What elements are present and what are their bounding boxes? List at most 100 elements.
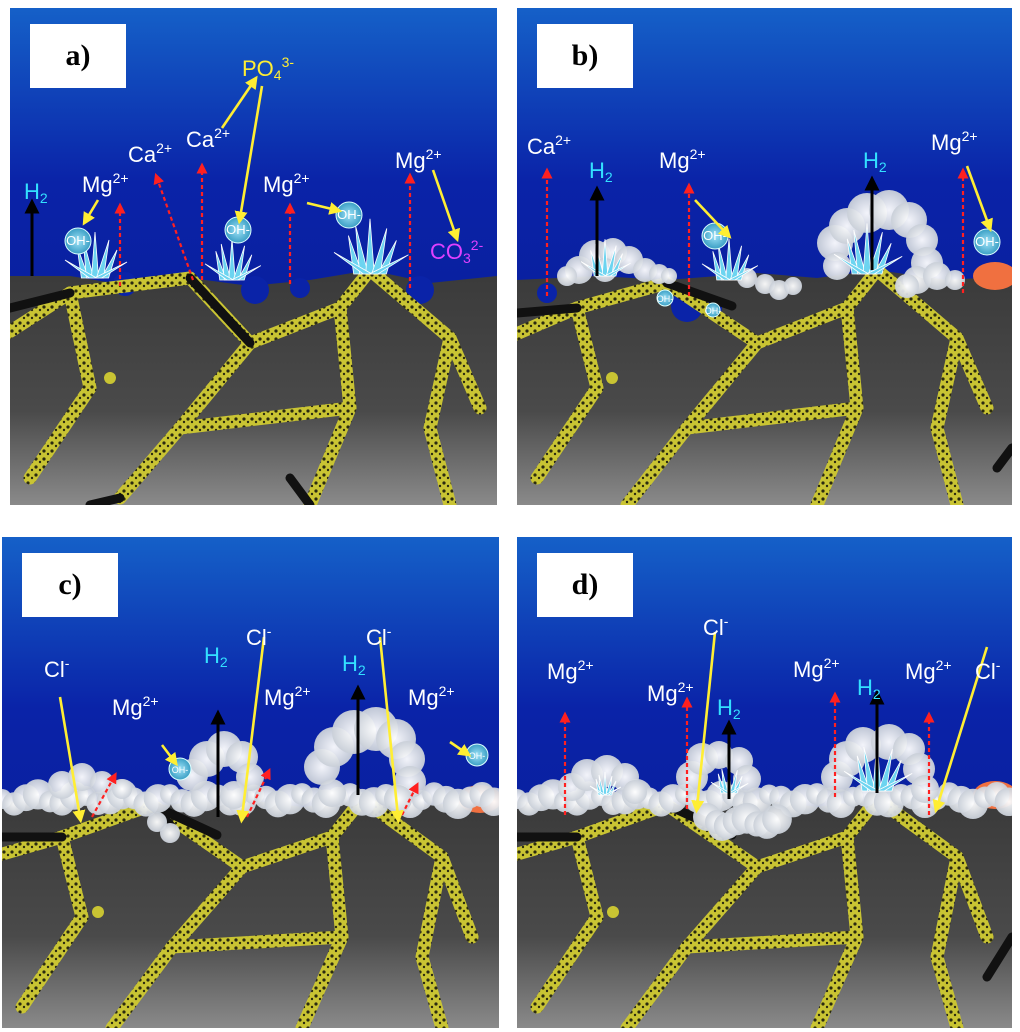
cl-arrow-3: [378, 636, 404, 824]
ion-charge: 3-: [281, 54, 295, 70]
ion-subscript: 2: [219, 654, 228, 670]
hydroxide-3-text: OH-: [337, 207, 361, 222]
boundary-node: [92, 906, 104, 918]
ion-label-mg4: Mg2+: [905, 658, 952, 684]
panel-d-tag: d): [537, 553, 633, 617]
ion-symbol: Cl: [44, 657, 65, 682]
grain-boundary: [165, 930, 349, 954]
cl-arrow-2: [932, 646, 989, 814]
hydroxide-3: [335, 201, 363, 229]
ion-charge: 2+: [156, 140, 173, 156]
magnesium-substrate: [2, 799, 499, 1028]
ion-symbol: Mg: [547, 659, 578, 684]
ion-symbol: H: [204, 643, 220, 668]
ion-label-cl3: Cl-: [366, 624, 391, 649]
corrosion-product-orange: [973, 262, 1012, 290]
ion-charge: 2+: [577, 657, 594, 673]
cl-arrow-2: [236, 636, 266, 824]
grain-boundary: [415, 850, 449, 1028]
grain-boundary-dark: [982, 932, 1012, 982]
ion-symbol: Mg: [263, 172, 294, 197]
ion-symbol: H: [863, 148, 879, 173]
ion-symbol: Mg: [112, 695, 143, 720]
hydroxide-3-text: OH-: [657, 294, 674, 304]
ion-symbol: Cl: [703, 615, 724, 640]
crystal-2: [701, 238, 759, 281]
crystal-1: [64, 231, 128, 279]
ion-label-mg3: Mg2+: [793, 656, 840, 681]
grain-boundary: [23, 286, 97, 485]
ion-symbol: H: [342, 651, 358, 676]
ion-charge: 2+: [438, 683, 455, 699]
hydroxide-4-text: OH-: [705, 306, 722, 316]
ion-label-mg3: Mg2+: [408, 684, 455, 710]
ion-charge: 2-: [470, 237, 484, 253]
magnesium-substrate: [517, 799, 1012, 1028]
grain-boundary: [530, 301, 604, 485]
panel-a: OH- OH- OH- a) H2 Mg2+ Ca2+ Ca2+ PO43- Mg2+ Mg2+…: [10, 8, 497, 505]
ion-subscript: 2: [878, 159, 887, 175]
grain-boundary: [680, 401, 864, 435]
grain-boundary-dark: [185, 273, 255, 348]
ion-label-cl2: Cl-: [246, 624, 271, 649]
panel-a-illustration: OH- OH- OH-: [10, 8, 497, 505]
ion-symbol: CO: [430, 239, 463, 264]
ion-label-h2b: H2: [857, 675, 881, 702]
ion-charge: 2+: [689, 146, 706, 162]
ion-symbol: H: [589, 158, 605, 183]
oh-arrow-2: [965, 165, 993, 233]
ion-label-mg1: Mg2+: [659, 147, 706, 172]
hydroxide-1: [64, 227, 92, 255]
panel-b-tag: b): [537, 24, 633, 88]
boundary-node: [606, 372, 618, 384]
hydroxide-3: [656, 289, 674, 307]
ion-label-h2a: H2: [204, 643, 228, 670]
ion-label-co3: CO32-: [430, 238, 483, 265]
ion-label-mg2: Mg2+: [647, 680, 694, 706]
corrosion-pit: [241, 276, 269, 304]
panel-d-illustration: [517, 537, 1012, 1028]
ion-symbol: Mg: [905, 659, 936, 684]
cl-arrow-1: [691, 631, 717, 814]
grain-boundary: [930, 331, 964, 505]
ion-charge: 2+: [112, 170, 129, 186]
ion-symbol: H: [857, 675, 873, 700]
panel-d: d) Mg2+ Cl- Mg2+ H2 Mg2+ H2 Mg2+ Cl-: [517, 537, 1012, 1028]
ion-charge: 2+: [823, 655, 840, 671]
panel-b: OH- OH- OH- OH- b) Ca2+ H2 Mg2+ H2 Mg2+: [517, 8, 1012, 505]
ion-label-mg3: Mg2+: [395, 147, 442, 173]
ion-charge: 2+: [677, 679, 694, 695]
panel-a-tag: a): [30, 24, 126, 88]
ion-symbol: H: [24, 179, 40, 204]
oh-arrow-1: [160, 744, 178, 767]
ion-label-cl1: Cl-: [44, 656, 69, 682]
ion-symbol: Mg: [395, 148, 426, 173]
po4-arrow-1: [220, 75, 258, 129]
grain-boundary-dark: [517, 303, 582, 318]
ion-label-mg1: Mg2+: [112, 694, 159, 720]
ion-symbol: Mg: [647, 681, 678, 706]
ion-charge: -: [995, 657, 1001, 673]
ion-symbol: Cl: [975, 659, 996, 684]
ion-subscript: 2: [357, 662, 366, 678]
co3-arrow: [431, 169, 460, 243]
po4-arrow-2: [234, 85, 264, 225]
panel-c-illustration: OH- OH-: [2, 537, 499, 1028]
grain-boundary-dark: [285, 473, 315, 505]
corrosion-pit: [290, 278, 310, 298]
oh-arrow-2: [449, 740, 472, 757]
ion-label-ca1: Ca2+: [128, 141, 172, 166]
ion-charge: 2+: [555, 132, 572, 148]
corrosion-pit: [406, 276, 434, 304]
mg-arrow-2: [246, 768, 271, 818]
crystal-2: [204, 238, 262, 281]
ion-label-h2: H2: [24, 179, 48, 206]
hydroxide-4: [705, 302, 721, 318]
panel-b-illustration: OH- OH-OH-OH-: [517, 8, 1012, 505]
grain-boundary: [930, 850, 964, 1028]
ion-label-ca2: Ca2+: [186, 126, 230, 151]
crystal-1: [589, 771, 622, 796]
ion-label-mg2: Mg2+: [264, 684, 311, 709]
ion-symbol: Mg: [408, 685, 439, 710]
magnesium-substrate: [10, 270, 497, 505]
